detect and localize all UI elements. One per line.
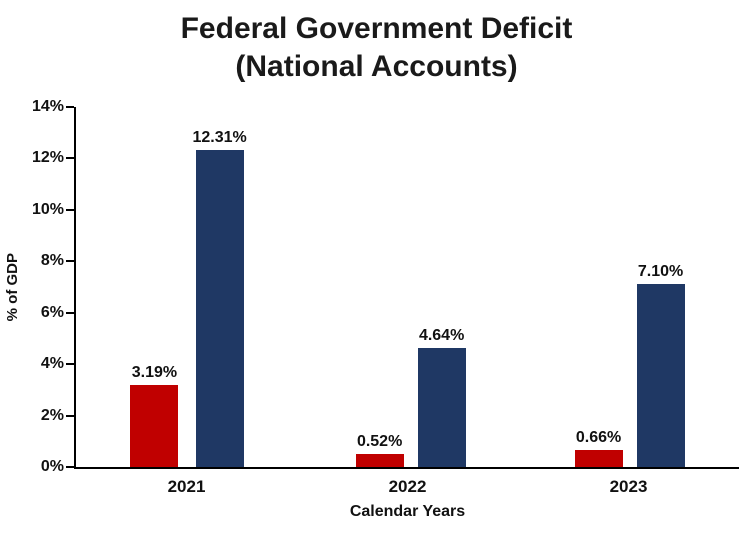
y-tick-label: 4% [40,355,64,373]
bar-wrap: 0.66% [574,107,623,467]
x-tick-label-2023: 2023 [609,477,648,496]
x-axis-tick-labels: 2021 2022 2023 [76,477,739,497]
bar-navy-2021 [195,150,244,467]
y-tick-label: 12% [31,149,64,167]
bar-groups: 3.19% 12.31% 0.52% 4.64% [76,107,739,467]
data-label-navy-2023: 7.10% [637,263,684,281]
bar-group-2022: 0.52% 4.64% [355,107,466,467]
y-tick-label: 6% [40,303,64,321]
bar-navy-2023 [636,284,685,467]
bar-red-2021 [130,384,179,467]
x-tick-label-2022: 2022 [388,477,427,496]
y-tick-label: 10% [31,200,64,218]
bar-red-2022 [355,453,404,467]
y-tick-mark [66,106,74,108]
data-label-navy-2022: 4.64% [418,326,465,344]
chart-area: % of GDP 14% 12% 10% 8% 6% 4% 2% 0% [0,98,739,475]
bar-wrap: 0.52% [355,107,404,467]
bar-navy-2022 [417,347,466,467]
y-tick-mark [66,260,74,263]
plot-area: 3.19% 12.31% 0.52% 4.64% [66,106,739,469]
bar-group-2023: 0.66% 7.10% [574,107,685,467]
y-tick-label: 2% [40,406,64,424]
bar-group-2021: 3.19% 12.31% [130,107,247,467]
bar-wrap: 12.31% [192,107,247,467]
bar-red-2023 [574,450,623,467]
chart-title-line2: (National Accounts) [235,49,518,83]
bar-wrap: 7.10% [636,107,685,467]
y-tick-mark [66,414,74,417]
x-tick-label-2021: 2021 [167,477,206,496]
data-label-navy-2021: 12.31% [192,129,247,147]
data-label-red-2021: 3.19% [131,363,178,381]
data-label-red-2022: 0.52% [356,432,403,450]
y-tick-label: 14% [31,98,64,115]
y-tick-mark [66,311,74,314]
chart-title-line1: Federal Government Deficit [180,12,573,45]
y-axis-tick-labels: 14% 12% 10% 8% 6% 4% 2% 0% [24,98,74,475]
bar-wrap: 4.64% [417,107,466,467]
data-label-red-2023: 0.66% [575,429,622,447]
bar-wrap: 3.19% [130,107,179,467]
y-tick-mark [66,363,74,366]
y-tick-label: 8% [40,252,64,270]
y-tick-label: 0% [40,458,64,475]
y-axis-title-column: % of GDP [0,107,24,467]
y-tick-mark [66,157,74,160]
y-tick-mark [66,208,74,211]
y-axis-title: % of GDP [3,252,21,322]
chart-title: Federal Government Deficit (National Acc… [0,0,753,85]
y-tick-mark [66,466,74,468]
x-axis-title: Calendar Years [349,503,466,520]
